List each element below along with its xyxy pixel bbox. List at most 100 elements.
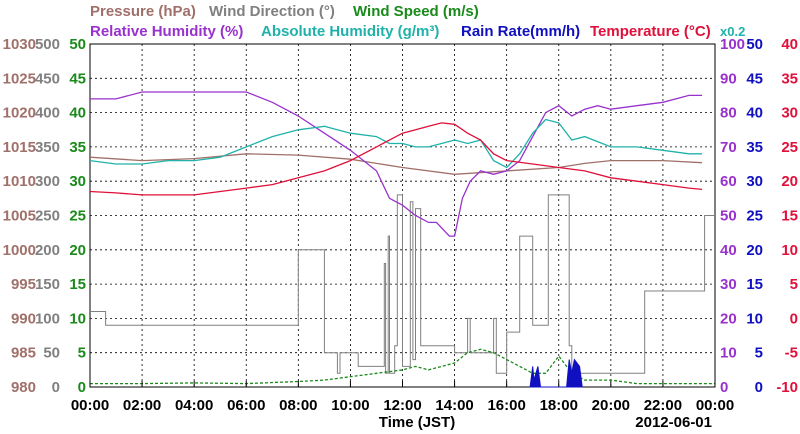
temperature-tick-label: -5 [785, 345, 798, 362]
series-rain-rate [529, 358, 583, 388]
rain-rate-tick-label: 50 [746, 36, 763, 53]
x-tick-label: 08:00 [279, 397, 317, 414]
axes-layer: 00:00 02:00 04:00 06:00 08:00 10:00 12:00 14:00… [3, 36, 798, 414]
pressure-tick-label: 1015 [3, 139, 36, 156]
temperature-tick-label: 10 [781, 242, 798, 259]
rain-rate-tick-label: 25 [746, 208, 763, 225]
pressure-tick-label: 1020 [3, 105, 36, 122]
x-tick-label: 02:00 [123, 397, 161, 414]
x-tick-label: 12:00 [383, 397, 421, 414]
temperature-tick-label: 35 [781, 70, 798, 87]
wind-speed-tick-label: 40 [69, 105, 86, 122]
x-axis-label: Time (JST) [379, 414, 455, 431]
legend-wind-direction: Wind Direction (°) [209, 3, 335, 20]
legend-abs-humidity-scale: x0.2 [720, 24, 745, 39]
legend-absolute-humidity: Absolute Humidity (g/m³) [261, 23, 439, 40]
pressure-tick-label: 985 [11, 345, 36, 362]
wind-direction-tick-label: 300 [35, 173, 60, 190]
legend-rain-rate: Rain Rate(mm/h) [461, 23, 580, 40]
wind-direction-tick-label: 500 [35, 36, 60, 53]
series-relative-humidity [90, 91, 702, 237]
wind-speed-tick-label: 5 [78, 345, 86, 362]
temperature-tick-label: 5 [790, 276, 798, 293]
rain-rate-tick-label: 0 [755, 379, 763, 396]
series-wind-speed [90, 348, 715, 385]
wind-direction-tick-label: 0 [52, 379, 60, 396]
x-tick-label: 10:00 [331, 397, 369, 414]
rain-rate-tick-label: 35 [746, 139, 763, 156]
temperature-tick-label: 0 [790, 310, 798, 327]
pressure-tick-label: 980 [11, 379, 36, 396]
wind-speed-tick-label: 25 [69, 208, 86, 225]
legend-temperature: Temperature (°C) [590, 23, 711, 40]
rain-rate-tick-label: 5 [755, 345, 763, 362]
rain-rate-tick-label: 10 [746, 310, 763, 327]
date-label: 2012-06-01 [635, 414, 712, 431]
rain-rate-tick-label: 40 [746, 105, 763, 122]
pressure-tick-label: 990 [11, 310, 36, 327]
wind-direction-tick-label: 350 [35, 139, 60, 156]
temperature-tick-label: 40 [781, 36, 798, 53]
x-tick-label: 00:00 [696, 397, 734, 414]
series-absolute-humidity [89, 118, 702, 169]
wind-speed-tick-label: 15 [69, 276, 86, 293]
relative-humidity-tick-label: 60 [720, 173, 737, 190]
temperature-tick-label: 15 [781, 208, 798, 225]
temperature-tick-label: 30 [781, 105, 798, 122]
legend-relative-humidity: Relative Humidity (%) [90, 23, 243, 40]
temperature-tick-label: 25 [781, 139, 798, 156]
series-temperature [89, 122, 703, 196]
x-tick-label: 06:00 [227, 397, 265, 414]
wind-speed-tick-label: 0 [78, 379, 86, 396]
wind-direction-tick-label: 400 [35, 105, 60, 122]
x-tick-label: 04:00 [175, 397, 213, 414]
legend: Pressure (hPa) Wind Direction (°) Wind S… [90, 3, 745, 40]
series-layer [89, 91, 715, 388]
wind-speed-tick-label: 10 [69, 310, 86, 327]
pressure-tick-label: 995 [11, 276, 36, 293]
relative-humidity-tick-label: 80 [720, 105, 737, 122]
pressure-tick-label: 1010 [3, 173, 36, 190]
relative-humidity-tick-label: 100 [720, 36, 745, 53]
wind-speed-tick-label: 30 [69, 173, 86, 190]
relative-humidity-tick-label: 20 [720, 310, 737, 327]
relative-humidity-tick-label: 0 [720, 379, 728, 396]
legend-wind-speed: Wind Speed (m/s) [353, 3, 479, 20]
relative-humidity-tick-label: 10 [720, 345, 737, 362]
legend-pressure: Pressure (hPa) [90, 3, 196, 20]
wind-direction-tick-label: 50 [43, 345, 60, 362]
relative-humidity-tick-label: 40 [720, 242, 737, 259]
pressure-tick-label: 1000 [3, 242, 36, 259]
relative-humidity-tick-label: 70 [720, 139, 737, 156]
wind-direction-tick-label: 200 [35, 242, 60, 259]
rain-rate-tick-label: 20 [746, 242, 763, 259]
temperature-tick-label: 20 [781, 173, 798, 190]
pressure-tick-label: 1030 [3, 36, 36, 53]
pressure-tick-label: 1005 [3, 208, 36, 225]
x-tick-label: 14:00 [435, 397, 473, 414]
rain-rate-tick-label: 30 [746, 173, 763, 190]
temperature-tick-label: -10 [776, 379, 798, 396]
pressure-tick-label: 1025 [3, 70, 36, 87]
relative-humidity-tick-label: 30 [720, 276, 737, 293]
wind-speed-tick-label: 20 [69, 242, 86, 259]
relative-humidity-tick-label: 90 [720, 70, 737, 87]
series-wind-direction [90, 194, 715, 374]
rain-rate-tick-label: 15 [746, 276, 763, 293]
x-tick-label: 22:00 [644, 397, 682, 414]
relative-humidity-tick-label: 50 [720, 208, 737, 225]
wind-direction-tick-label: 100 [35, 310, 60, 327]
wind-speed-tick-label: 35 [69, 139, 86, 156]
x-tick-label: 16:00 [487, 397, 525, 414]
rain-rate-tick-label: 45 [746, 70, 763, 87]
wind-direction-tick-label: 150 [35, 276, 60, 293]
x-tick-label: 00:00 [71, 397, 109, 414]
series-pressure [89, 153, 703, 175]
wind-direction-tick-label: 450 [35, 70, 60, 87]
wind-direction-tick-label: 250 [35, 208, 60, 225]
x-tick-label: 20:00 [592, 397, 630, 414]
wind-speed-tick-label: 45 [69, 70, 86, 87]
x-tick-label: 18:00 [540, 397, 578, 414]
wind-speed-tick-label: 50 [69, 36, 86, 53]
